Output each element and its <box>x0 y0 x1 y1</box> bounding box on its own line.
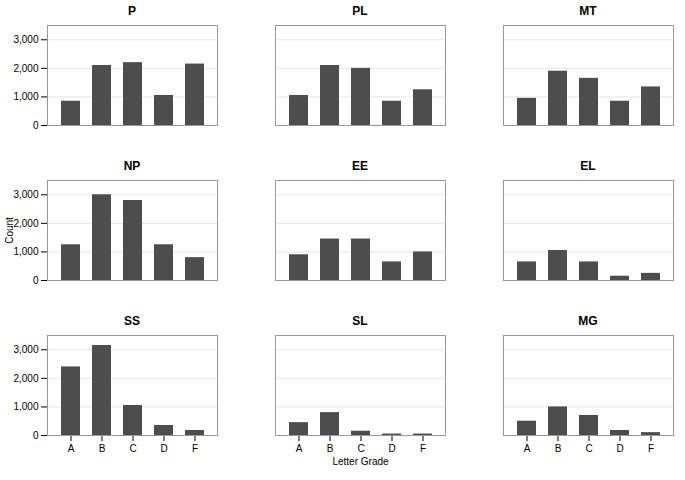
svg-text:C: C <box>129 443 136 454</box>
html-text:P: P <box>128 4 136 18</box>
svg-text:3,000: 3,000 <box>13 34 38 45</box>
svg-text:3,000: 3,000 <box>13 344 38 355</box>
svg-text:C: C <box>357 443 364 454</box>
svg-text:0: 0 <box>33 275 39 286</box>
svg-text:1,000: 1,000 <box>13 91 38 102</box>
svg-text:1,000: 1,000 <box>13 246 38 257</box>
svg-text:2,000: 2,000 <box>13 63 38 74</box>
html-text:SS: SS <box>124 314 140 328</box>
svg-text:F: F <box>420 443 426 454</box>
svg-text:D: D <box>388 443 395 454</box>
svg-text:D: D <box>160 443 167 454</box>
svg-text:1,000: 1,000 <box>13 401 38 412</box>
svg-text:B: B <box>99 443 106 454</box>
svg-text:Count: Count <box>4 217 15 244</box>
svg-text:A: A <box>524 443 531 454</box>
svg-text:B: B <box>555 443 562 454</box>
svg-text:0: 0 <box>33 120 39 131</box>
svg-text:A: A <box>296 443 303 454</box>
svg-text:C: C <box>585 443 592 454</box>
svg-text:2,000: 2,000 <box>13 373 38 384</box>
html-text:SL: SL <box>352 314 368 328</box>
svg-text:2,000: 2,000 <box>13 218 38 229</box>
html-text:EL: EL <box>580 159 596 173</box>
svg-text:B: B <box>327 443 334 454</box>
html-text:MG: MG <box>578 314 598 328</box>
svg-text:Letter Grade: Letter Grade <box>332 456 389 467</box>
html-text:MT: MT <box>579 4 597 18</box>
html-text:NP: NP <box>123 159 141 173</box>
svg-text:F: F <box>648 443 654 454</box>
html-text:PL: PL <box>352 4 368 18</box>
svg-text:F: F <box>192 443 198 454</box>
svg-text:A: A <box>68 443 75 454</box>
svg-text:D: D <box>616 443 623 454</box>
svg-text:0: 0 <box>33 430 39 441</box>
svg-text:3,000: 3,000 <box>13 189 38 200</box>
html-text:EE: EE <box>352 159 368 173</box>
